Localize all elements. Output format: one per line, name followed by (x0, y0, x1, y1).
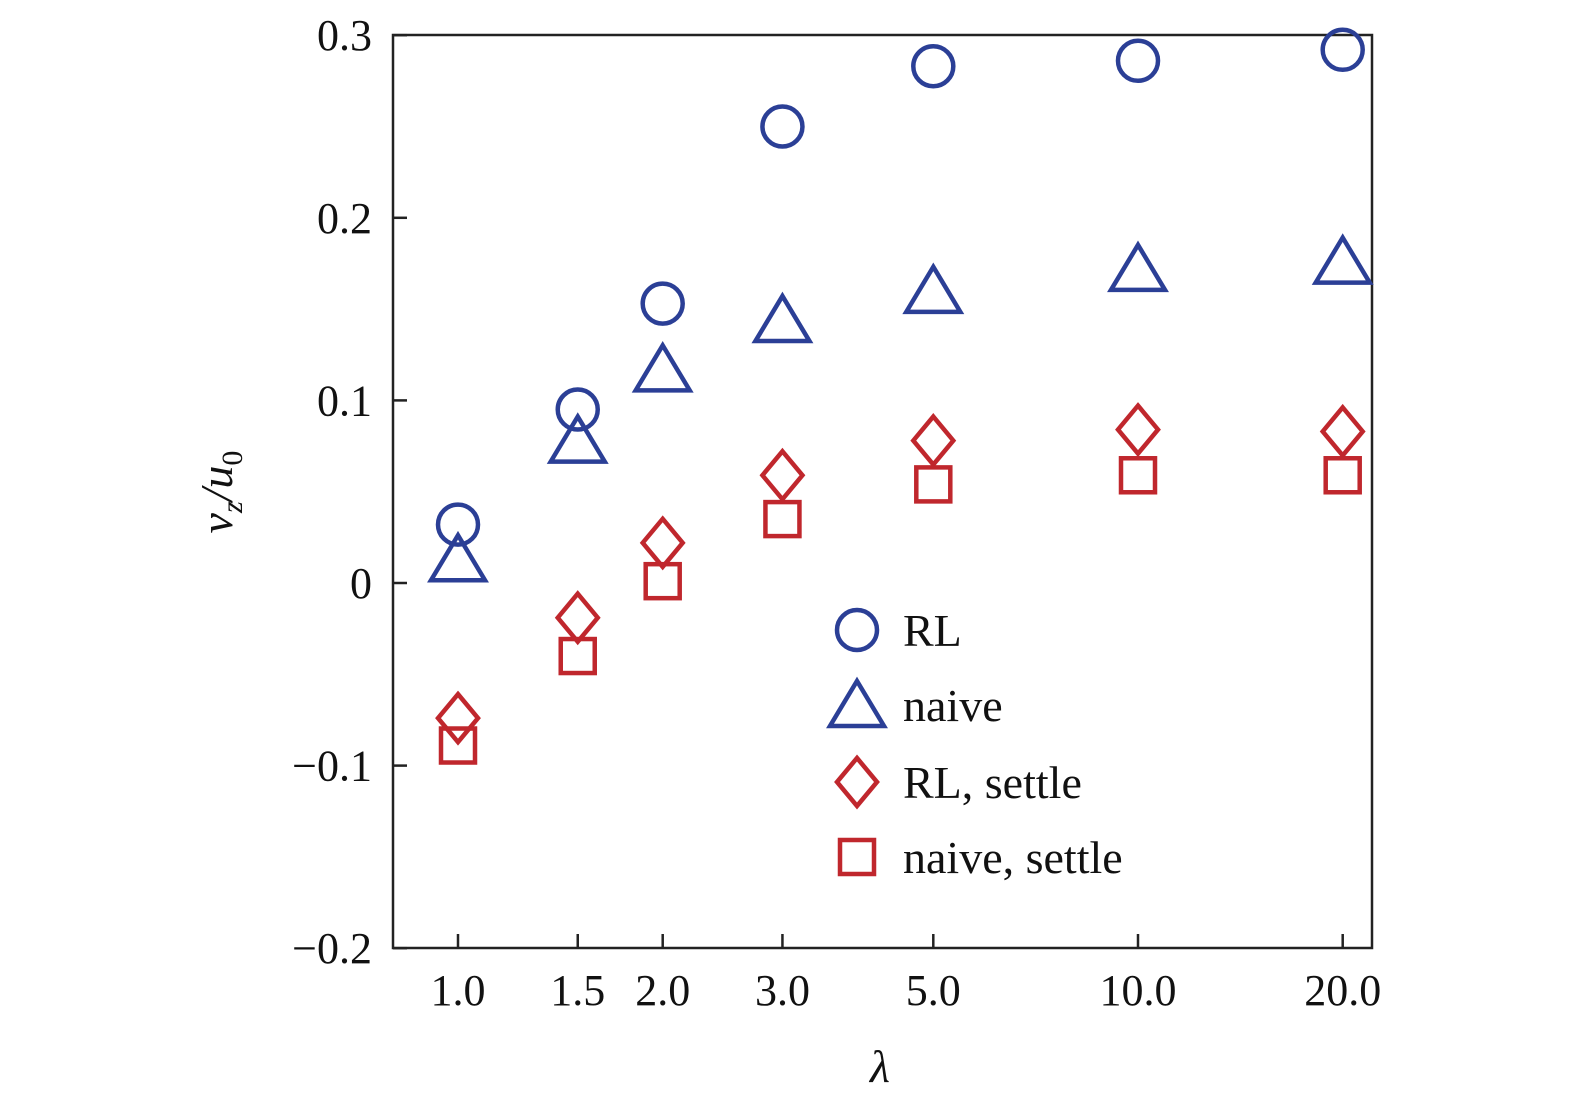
data-point-circle (760, 104, 805, 149)
series-naive (427, 233, 1374, 583)
legend-label: naive, settle (903, 832, 1123, 883)
x-tick-label: 2.0 (635, 966, 690, 1015)
x-tick-label: 10.0 (1100, 966, 1177, 1015)
data-point-square (438, 726, 478, 765)
data-point-diamond (1115, 402, 1161, 458)
svg-text:vz/u0: vz/u0 (191, 451, 249, 534)
data-point-circle (911, 43, 956, 89)
x-tick-label: 5.0 (906, 966, 961, 1015)
data-point-triangle (1311, 233, 1374, 285)
y-tick-label: −0.2 (292, 924, 372, 973)
y-label-u: u (191, 466, 242, 489)
data-point-triangle (751, 291, 814, 344)
y-tick-label: −0.1 (292, 742, 372, 791)
legend-label: naive (903, 680, 1003, 731)
legend-marker-circle (834, 607, 880, 653)
data-point-circle (435, 502, 481, 547)
data-point-diamond (910, 413, 957, 469)
data-point-triangle (631, 340, 694, 393)
data-point-square (1323, 456, 1362, 495)
legend-label: RL, settle (903, 757, 1082, 808)
data-point-circle (1320, 27, 1365, 73)
x-axis-label: λ (868, 1041, 890, 1092)
data-point-circle (640, 281, 685, 326)
y-tick-label: 0.3 (317, 11, 372, 60)
y-tick-label: 0 (350, 559, 372, 608)
series-rl-settle (435, 402, 1366, 746)
data-point-square (558, 636, 597, 676)
y-label-v: v (191, 512, 242, 533)
y-tick-label: 0.1 (317, 376, 372, 425)
x-tick-label: 1.5 (550, 966, 605, 1015)
y-tick-label: 0.2 (317, 194, 372, 243)
data-point-diamond (759, 447, 806, 503)
data-point-triangle (1107, 240, 1169, 293)
legend-marker-diamond (834, 754, 880, 810)
data-point-triangle (427, 530, 489, 583)
plot-frame (391, 33, 1374, 950)
series-naive-settle (438, 456, 1362, 765)
data-point-circle (1115, 38, 1161, 84)
data-point-circle (555, 387, 600, 432)
y-label-slash: / (191, 484, 242, 504)
data-point-diamond (1319, 403, 1366, 459)
x-tick-label: 3.0 (755, 966, 810, 1015)
series-rl (435, 27, 1365, 547)
x-tick-label: 1.0 (431, 966, 486, 1015)
y-axis-label: vz/u0 (191, 451, 249, 534)
data-point-square (643, 561, 682, 601)
data-point-triangle (902, 262, 965, 315)
legend-marker-triangle (826, 676, 888, 729)
data-point-triangle (546, 412, 609, 464)
data-point-diamond (639, 515, 686, 571)
data-point-square (1118, 456, 1158, 495)
data-point-square (914, 465, 953, 504)
legend-marker-square (837, 837, 877, 877)
data-point-diamond (435, 690, 481, 746)
data-point-square (763, 499, 802, 539)
x-tick-label: 20.0 (1304, 966, 1381, 1015)
y-label-den-sub: 0 (216, 451, 249, 466)
data-point-diamond (554, 590, 601, 646)
legend-label: RL (903, 605, 962, 656)
y-label-sub: z (216, 501, 249, 514)
